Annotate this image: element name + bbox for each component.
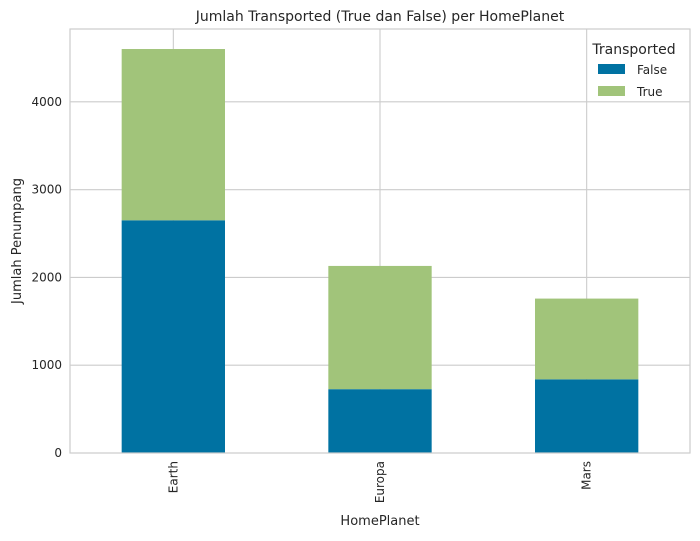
bar-mars-true bbox=[535, 298, 639, 380]
legend-title: Transported bbox=[591, 42, 675, 58]
y-axis-label: Jumlah Penumpang bbox=[10, 178, 25, 305]
y-tick-label: 4000 bbox=[31, 95, 62, 109]
bars bbox=[121, 49, 639, 453]
y-tick-label: 1000 bbox=[31, 358, 62, 372]
legend-label-false: False bbox=[637, 63, 667, 77]
legend-label-true: True bbox=[636, 85, 663, 99]
x-axis-ticks: Earth Europa Mars bbox=[166, 461, 593, 503]
y-tick-label: 2000 bbox=[31, 270, 62, 284]
bar-earth-false bbox=[121, 220, 225, 453]
bar-europa-false bbox=[328, 389, 432, 453]
legend-swatch-true bbox=[598, 86, 625, 96]
x-axis-label: HomePlanet bbox=[340, 514, 419, 529]
x-tick-label: Earth bbox=[166, 461, 180, 493]
legend-swatch-false bbox=[598, 64, 625, 74]
x-tick-label: Mars bbox=[580, 461, 594, 490]
y-tick-label: 0 bbox=[54, 446, 62, 460]
bar-europa-true bbox=[328, 265, 432, 390]
plot-frame bbox=[69, 28, 691, 454]
y-tick-label: 3000 bbox=[31, 183, 62, 197]
bar-earth-true bbox=[121, 49, 225, 221]
x-tick-label: Europa bbox=[373, 461, 387, 503]
chart-title: Jumlah Transported (True dan False) per … bbox=[195, 9, 565, 25]
legend: Transported False True bbox=[591, 42, 675, 99]
y-axis-ticks: 0 1000 2000 3000 4000 bbox=[31, 95, 62, 460]
bar-mars-false bbox=[535, 379, 639, 453]
